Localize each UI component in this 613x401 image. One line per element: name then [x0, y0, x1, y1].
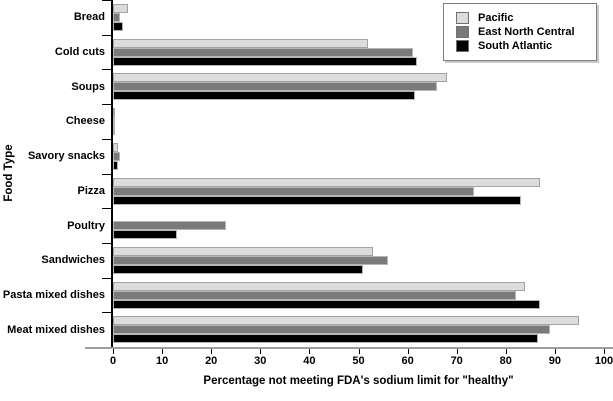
category-label-poultry: Poultry	[67, 219, 105, 232]
x-axis-tick	[407, 349, 409, 354]
x-axis-tick	[604, 349, 605, 354]
bar-sandwiches-pacific	[113, 247, 374, 256]
x-tick-label-70: 70	[450, 355, 463, 367]
bar-cold-cuts-south-atlantic	[113, 57, 418, 66]
x-axis-tick	[309, 349, 311, 354]
bar-bread-south-atlantic	[113, 22, 123, 31]
category-label-meat-mixed-dishes: Meat mixed dishes	[7, 323, 105, 336]
category-label-soups: Soups	[71, 80, 105, 93]
y-axis-tick	[102, 278, 111, 279]
plot-area	[102, 0, 604, 348]
bar-meat-mixed-dishes-pacific	[113, 316, 580, 325]
bar-pasta-mixed-dishes-south-atlantic	[113, 300, 541, 309]
y-axis-tick	[102, 139, 111, 140]
bar-bread-east-north-central	[113, 13, 121, 22]
legend-label: East North Central	[478, 26, 575, 38]
bar-savory-snacks-south-atlantic	[113, 161, 118, 170]
x-tick-label-90: 90	[548, 355, 562, 367]
y-axis-tick	[102, 0, 111, 1]
x-tick-label-50: 50	[352, 355, 365, 367]
bar-cold-cuts-east-north-central	[113, 48, 413, 57]
category-label-pizza: Pizza	[77, 184, 105, 197]
bar-pizza-east-north-central	[113, 187, 474, 196]
legend-swatch-east-north-central	[456, 26, 469, 38]
category-label-cheese: Cheese	[65, 115, 105, 128]
bar-soups-east-north-central	[113, 82, 438, 91]
y-axis-tick	[102, 243, 111, 244]
category-label-bread: Bread	[73, 11, 105, 24]
bar-poultry-south-atlantic	[113, 230, 177, 239]
y-axis-tick	[102, 312, 111, 313]
legend-swatch-south-atlantic	[456, 40, 469, 52]
y-axis-tick	[102, 208, 111, 209]
bar-cheese-south-atlantic	[113, 126, 115, 135]
y-axis-tick	[102, 35, 111, 36]
x-axis-tick	[260, 349, 262, 354]
legend-item-pacific: Pacific	[452, 12, 588, 24]
bar-sandwiches-east-north-central	[113, 256, 388, 265]
legend-label: Pacific	[478, 12, 514, 24]
x-axis-tick	[554, 349, 556, 354]
bar-bread-pacific	[113, 4, 128, 13]
bar-soups-south-atlantic	[113, 91, 415, 100]
x-tick-label-20: 20	[205, 355, 218, 367]
legend-label: South Atlantic	[478, 40, 553, 52]
bar-cold-cuts-pacific	[113, 39, 369, 48]
y-axis-tick	[102, 69, 111, 70]
bar-pasta-mixed-dishes-east-north-central	[113, 291, 516, 300]
bar-savory-snacks-east-north-central	[113, 152, 121, 161]
legend-item-east-north-central: East North Central	[452, 26, 588, 38]
x-axis-tick	[358, 349, 360, 354]
bar-cheese-pacific	[113, 108, 115, 117]
bar-sandwiches-south-atlantic	[113, 265, 364, 274]
bar-meat-mixed-dishes-south-atlantic	[113, 334, 538, 343]
x-tick-label-60: 60	[401, 355, 414, 367]
y-axis-tick	[102, 174, 111, 175]
category-label-cold-cuts: Cold cuts	[54, 46, 105, 59]
x-tick-label-100: 100	[594, 355, 613, 367]
y-axis-tick	[102, 104, 111, 105]
category-label-pasta-mixed-dishes: Pasta mixed dishes	[2, 288, 105, 301]
x-axis-title: Percentage not meeting FDA's sodium limi…	[203, 375, 514, 387]
bar-meat-mixed-dishes-east-north-central	[113, 325, 550, 334]
x-axis-tick	[505, 349, 507, 354]
x-axis-tick	[113, 349, 114, 354]
legend: Pacific East North Central South Atlantic	[443, 3, 597, 61]
category-label-sandwiches: Sandwiches	[41, 254, 105, 267]
bar-cheese-east-north-central	[113, 117, 116, 126]
y-axis-line	[111, 0, 113, 347]
x-axis-line	[85, 347, 613, 349]
bar-pizza-south-atlantic	[113, 196, 521, 205]
bar-soups-pacific	[113, 73, 447, 82]
x-tick-label-10: 10	[155, 355, 169, 367]
x-tick-label-0: 0	[109, 355, 117, 367]
bar-pasta-mixed-dishes-pacific	[113, 282, 526, 291]
x-axis-tick	[456, 349, 458, 354]
bar-pizza-pacific	[113, 178, 541, 187]
legend-item-south-atlantic: South Atlantic	[452, 40, 588, 52]
x-tick-label-80: 80	[499, 355, 512, 367]
x-axis-tick	[162, 349, 164, 354]
category-label-savory-snacks: Savory snacks	[27, 150, 105, 163]
bar-poultry-east-north-central	[113, 221, 226, 230]
x-tick-label-30: 30	[254, 355, 267, 367]
bar-savory-snacks-pacific	[113, 143, 118, 152]
x-tick-label-40: 40	[303, 355, 316, 367]
x-axis-tick	[211, 349, 213, 354]
legend-swatch-pacific	[456, 12, 469, 24]
